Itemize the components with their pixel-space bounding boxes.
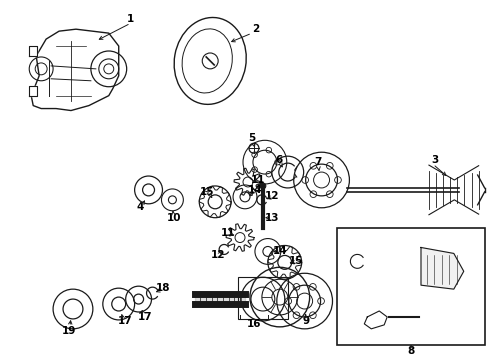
Polygon shape xyxy=(196,294,245,304)
Circle shape xyxy=(260,183,266,189)
Text: 6: 6 xyxy=(275,155,282,165)
Text: 9: 9 xyxy=(302,316,309,326)
Text: 14: 14 xyxy=(247,185,262,195)
Text: 14: 14 xyxy=(272,247,287,256)
Text: 19: 19 xyxy=(62,326,76,336)
Text: 12: 12 xyxy=(265,191,279,201)
Text: 2: 2 xyxy=(252,24,260,34)
Text: 17: 17 xyxy=(138,312,153,322)
Bar xyxy=(238,277,288,319)
Text: 10: 10 xyxy=(167,213,182,223)
Text: 12: 12 xyxy=(211,251,225,260)
Text: 16: 16 xyxy=(246,319,261,329)
Text: 1: 1 xyxy=(127,14,134,24)
Polygon shape xyxy=(29,86,37,96)
Text: 11: 11 xyxy=(221,228,235,238)
Polygon shape xyxy=(421,247,464,289)
Polygon shape xyxy=(29,46,37,56)
Text: 15: 15 xyxy=(289,256,303,266)
Text: 5: 5 xyxy=(248,133,256,143)
Text: 4: 4 xyxy=(137,202,144,212)
Bar xyxy=(338,228,485,345)
Text: 7: 7 xyxy=(314,157,321,167)
Text: 8: 8 xyxy=(407,346,415,356)
Text: 11: 11 xyxy=(251,175,265,185)
Text: 17: 17 xyxy=(118,316,132,326)
Text: 18: 18 xyxy=(156,283,171,293)
Text: 13: 13 xyxy=(265,213,279,223)
Text: 3: 3 xyxy=(431,155,439,165)
Text: 15: 15 xyxy=(200,187,215,197)
